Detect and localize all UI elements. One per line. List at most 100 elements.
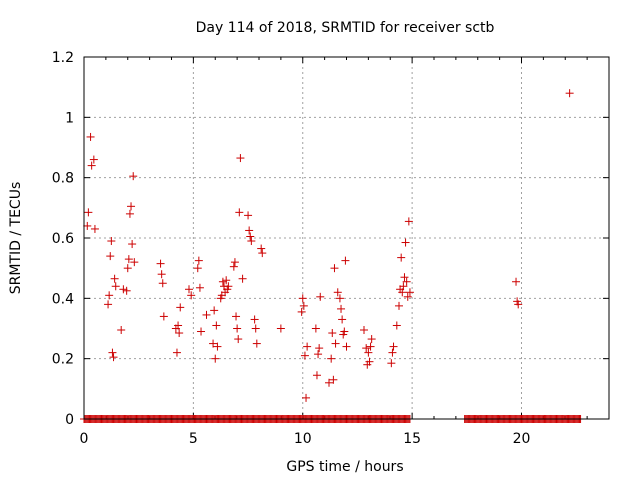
data-point: [157, 270, 166, 279]
data-point: [105, 291, 114, 300]
data-point: [360, 326, 368, 335]
data-point: [213, 342, 222, 351]
data-point: [108, 348, 117, 357]
data-point: [311, 324, 320, 333]
data-point: [117, 326, 126, 335]
data-point: [218, 277, 227, 286]
data-point: [119, 285, 128, 294]
data-point: [107, 237, 116, 246]
data-point: [111, 282, 120, 291]
data-point: [312, 371, 321, 380]
data-point: [328, 329, 337, 338]
data-point: [124, 255, 133, 264]
data-point: [276, 324, 285, 333]
chart-title: Day 114 of 2018, SRMTID for receiver sct…: [196, 20, 495, 36]
x-tick-label: 10: [294, 431, 312, 447]
data-point: [187, 291, 196, 300]
data-point: [125, 209, 134, 218]
data-point: [229, 262, 238, 271]
data-point: [401, 238, 410, 247]
data-point: [250, 315, 259, 324]
plot-frame: [83, 56, 610, 420]
x-tick-label: 0: [80, 431, 89, 447]
data-point: [110, 274, 119, 283]
data-point: [127, 202, 136, 211]
x-tick-label: 15: [403, 431, 421, 447]
data-point: [314, 350, 323, 359]
y-tick-label: 1.2: [52, 50, 74, 66]
data-point: [244, 211, 253, 220]
data-point: [316, 292, 325, 301]
data-point: [388, 348, 397, 357]
data-point: [230, 258, 239, 267]
x-tick-label: 20: [513, 431, 531, 447]
data-point: [367, 335, 376, 344]
data-point: [342, 342, 351, 351]
data-point: [159, 312, 168, 321]
data-point: [128, 240, 137, 249]
data-point: [387, 359, 396, 368]
data-point: [222, 276, 231, 285]
data-point: [341, 256, 350, 265]
data-point: [238, 274, 247, 283]
data-point: [338, 315, 347, 324]
data-point: [130, 258, 139, 267]
data-point: [197, 327, 206, 336]
data-point: [109, 353, 118, 362]
data-point: [185, 285, 193, 294]
data-point: [298, 294, 307, 303]
data-point: [404, 217, 413, 226]
y-tick-label: 0.6: [52, 231, 74, 247]
data-point: [245, 226, 254, 235]
grid: [84, 57, 609, 419]
data-point: [389, 342, 398, 351]
data-point: [195, 283, 204, 292]
y-tick-label: 0: [65, 412, 74, 428]
data-point: [514, 300, 523, 309]
data-point: [87, 161, 96, 170]
data-point: [297, 307, 306, 316]
y-axis-label: SRMTID / TECUs: [8, 182, 24, 295]
data-point: [156, 259, 165, 268]
data-point: [365, 357, 374, 366]
data-point: [90, 224, 99, 233]
data-point: [211, 354, 220, 363]
data-point: [333, 288, 342, 297]
data-point: [212, 321, 221, 330]
data-point: [202, 310, 211, 319]
data-point: [175, 329, 184, 338]
data-point: [251, 324, 260, 333]
data-point: [395, 301, 403, 310]
data-point: [300, 351, 309, 360]
y-tick-label: 0.4: [52, 291, 74, 307]
data-point: [329, 375, 338, 384]
data-point: [335, 294, 344, 303]
y-tick-label: 0.2: [52, 352, 74, 368]
data-point: [123, 264, 132, 273]
data-point: [392, 321, 401, 330]
data-point: [233, 324, 242, 333]
data-point: [303, 342, 312, 351]
data-point: [174, 321, 183, 330]
data-point: [235, 208, 244, 217]
data-point: [330, 264, 339, 273]
data-points: [80, 89, 585, 423]
data-point: [104, 300, 113, 309]
data-point: [106, 252, 115, 261]
data-point: [364, 348, 373, 357]
data-point: [327, 354, 336, 363]
data-point: [224, 282, 233, 291]
data-point: [247, 237, 256, 246]
data-point: [258, 249, 267, 258]
data-point: [210, 306, 219, 315]
data-point: [129, 172, 138, 181]
data-point: [176, 303, 185, 312]
data-point: [122, 286, 131, 295]
data-point: [400, 273, 409, 282]
data-point: [83, 221, 92, 230]
data-point: [340, 327, 349, 336]
y-tick-label: 1: [65, 110, 74, 126]
data-point: [512, 277, 521, 286]
data-point: [299, 301, 308, 310]
